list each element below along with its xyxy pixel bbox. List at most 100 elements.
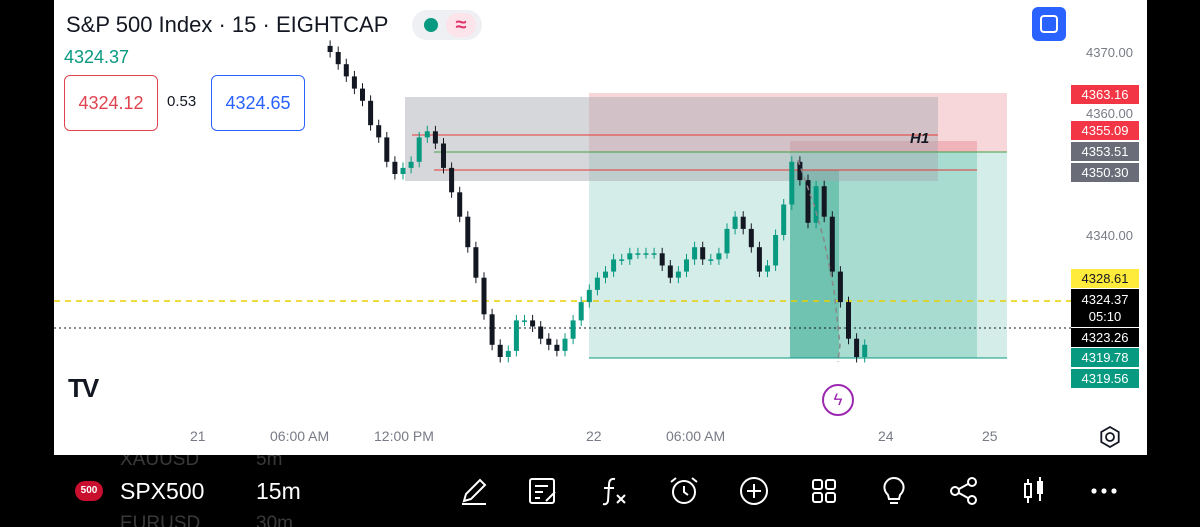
- x-axis-label: 22: [586, 428, 602, 444]
- candle-body: [805, 180, 811, 223]
- symbol-list-prev[interactable]: XAUUSD: [120, 455, 200, 470]
- price-tag-red-line-2: 4350.30: [1071, 163, 1139, 182]
- bottom-toolbar: XAUUSD 5m EURUSD 30m 500 SPX500 15m: [54, 455, 1147, 527]
- edit-note-icon[interactable]: [526, 475, 562, 507]
- candle-body: [740, 216, 746, 229]
- bar-countdown: 05:10: [1088, 309, 1122, 324]
- candle-body: [708, 259, 714, 261]
- candle-body: [651, 253, 657, 255]
- candle-body: [400, 167, 406, 174]
- x-axis-label: 24: [878, 428, 894, 444]
- fullscreen-icon: [1040, 15, 1058, 33]
- candle-body: [457, 192, 463, 217]
- candle-body: [619, 259, 625, 261]
- fx-indicator-icon[interactable]: [596, 475, 632, 507]
- candle-body: [837, 271, 843, 303]
- candle-body: [667, 265, 673, 278]
- chart-panel[interactable]: S&P 500 Index · 15 · EIGHTCAP 4324.37 ≈ …: [54, 0, 1147, 455]
- candle-body: [497, 344, 503, 357]
- candle-body: [748, 228, 754, 248]
- alarm-icon[interactable]: [666, 475, 702, 507]
- position-stop-zone-inner: [790, 141, 977, 152]
- candle-body: [756, 247, 762, 272]
- candle-body: [368, 100, 374, 126]
- candlestick-chart[interactable]: [54, 0, 1147, 455]
- x-axis-label: 12:00 PM: [374, 428, 434, 444]
- candle-body: [627, 253, 633, 260]
- symbol-selector[interactable]: SPX500: [120, 478, 205, 504]
- sell-button[interactable]: 4324.12: [64, 75, 158, 131]
- candle-body: [513, 320, 519, 351]
- fullscreen-button[interactable]: [1032, 7, 1066, 41]
- share-icon[interactable]: [946, 475, 982, 507]
- supply-zone-box[interactable]: [405, 97, 938, 181]
- candle-body: [360, 88, 365, 101]
- chart-settings-icon[interactable]: [1099, 426, 1121, 448]
- candle-body: [351, 76, 357, 89]
- symbol-list-next[interactable]: EURUSD: [120, 513, 201, 527]
- plus-circle-icon[interactable]: [736, 475, 772, 507]
- candle-body: [813, 186, 819, 223]
- candle-body: [416, 137, 422, 162]
- buy-button[interactable]: 4324.65: [211, 75, 305, 131]
- candle-body: [789, 161, 795, 205]
- y-axis-label: 4340.00: [1086, 228, 1133, 243]
- market-open-dot-icon: [424, 18, 438, 32]
- candle-body: [424, 131, 430, 138]
- candle-body: [473, 247, 479, 278]
- candle-body: [675, 271, 681, 278]
- candle-body: [449, 167, 455, 193]
- price-tag-yellow: 4328.61: [1071, 269, 1139, 288]
- candle-body: [546, 338, 552, 345]
- candle-body: [570, 320, 576, 339]
- candle-body: [441, 143, 446, 168]
- candle-body: [327, 45, 333, 52]
- price-tag-target-2: 4319.56: [1071, 369, 1139, 388]
- grid-icon[interactable]: [806, 475, 842, 507]
- symbol-title[interactable]: S&P 500 Index · 15 · EIGHTCAP: [66, 12, 389, 37]
- bulb-icon[interactable]: [876, 475, 912, 507]
- price-tag-crosshair: 4323.26: [1071, 328, 1139, 347]
- timeframe-selector[interactable]: 15m: [256, 478, 301, 504]
- projection-path: [797, 159, 841, 363]
- last-price: 4324.37: [64, 47, 130, 67]
- price-tag-stop: 4363.16: [1071, 85, 1139, 104]
- candle-body: [684, 259, 689, 272]
- timeframe-list-next[interactable]: 30m: [256, 513, 293, 527]
- timeframe-list-prev[interactable]: 5m: [256, 455, 283, 470]
- pen-icon[interactable]: [456, 475, 492, 507]
- candle-type-icon[interactable]: [1016, 475, 1052, 507]
- spread-value: 0.53: [167, 93, 197, 110]
- candle-body: [829, 216, 835, 272]
- price-tag-target: 4319.78: [1071, 348, 1139, 367]
- y-axis-label: 4370.00: [1086, 45, 1133, 60]
- candle-body: [408, 161, 414, 168]
- candle-body: [659, 253, 665, 266]
- more-icon[interactable]: [1086, 475, 1122, 507]
- candle-body: [392, 161, 398, 174]
- candle-body: [862, 344, 868, 357]
- candle-body: [781, 204, 787, 235]
- candle-body: [797, 161, 803, 181]
- candle-body: [611, 259, 617, 272]
- candle-body: [432, 131, 438, 144]
- candle-body: [489, 314, 495, 345]
- y-axis-label: 4360.00: [1086, 106, 1133, 121]
- h1-drawing-label[interactable]: H1: [910, 130, 930, 147]
- candle-body: [343, 64, 349, 77]
- candle-body: [562, 338, 568, 351]
- candle-body: [481, 277, 487, 315]
- candle-body: [773, 235, 779, 266]
- candle-body: [594, 277, 600, 290]
- candle-body: [821, 186, 827, 217]
- candle-group: [327, 40, 868, 363]
- candle-body: [603, 271, 608, 278]
- x-axis-label: 25: [982, 428, 998, 444]
- tradingview-logo: TV: [68, 373, 99, 403]
- candle-body: [384, 137, 390, 162]
- candle-body: [700, 247, 706, 260]
- lightning-event-icon[interactable]: ϟ: [822, 384, 854, 416]
- price-tag-red-line: 4355.09: [1071, 121, 1139, 140]
- market-status-pill[interactable]: ≈: [412, 10, 482, 40]
